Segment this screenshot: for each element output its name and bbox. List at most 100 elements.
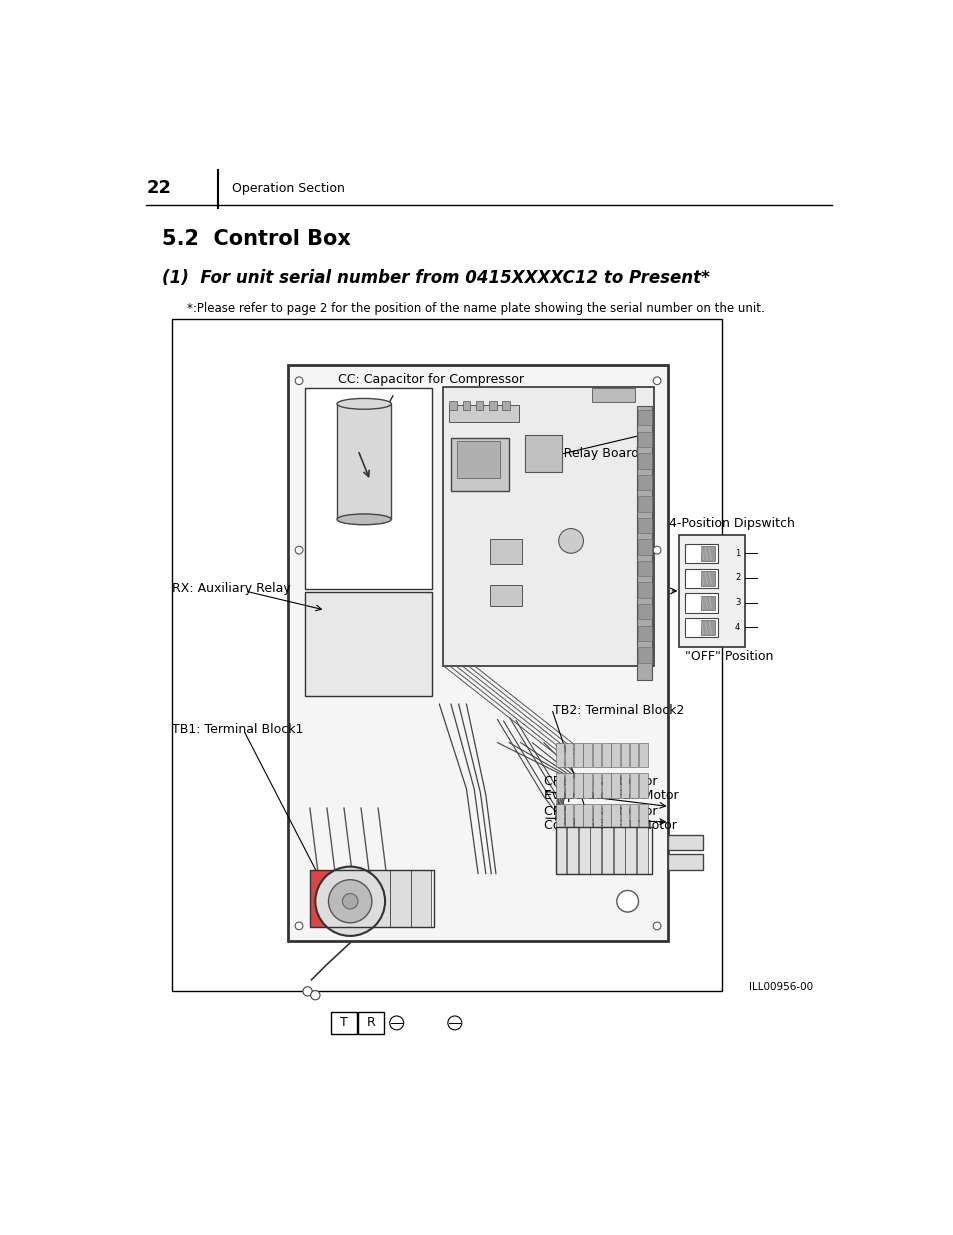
Bar <box>489 585 521 606</box>
Text: RB: Relay Board: RB: Relay Board <box>537 447 639 461</box>
Circle shape <box>558 529 583 553</box>
Text: TB1: Terminal Block1: TB1: Terminal Block1 <box>172 722 303 736</box>
Bar <box>638 496 652 511</box>
Text: "OFF" Position: "OFF" Position <box>684 650 773 663</box>
Bar <box>555 827 652 873</box>
Bar <box>555 804 563 829</box>
Circle shape <box>328 879 372 923</box>
Bar <box>305 593 431 697</box>
Text: Operation Section: Operation Section <box>232 182 344 195</box>
Bar <box>462 401 470 410</box>
Bar <box>638 410 652 425</box>
Bar <box>638 517 652 534</box>
Bar <box>629 742 638 767</box>
Circle shape <box>311 990 319 1000</box>
Bar <box>601 827 612 873</box>
Bar <box>310 869 330 927</box>
Bar <box>578 827 589 873</box>
Bar <box>451 438 509 490</box>
Bar <box>456 441 499 478</box>
Bar <box>583 804 592 829</box>
Bar <box>629 804 638 829</box>
Circle shape <box>294 546 303 555</box>
Bar <box>524 435 561 472</box>
Text: RX: Auxiliary Relay: RX: Auxiliary Relay <box>172 582 291 595</box>
Bar <box>700 595 715 610</box>
Bar <box>574 742 582 767</box>
Bar <box>638 561 652 577</box>
Bar <box>611 804 619 829</box>
Bar <box>667 855 702 869</box>
Bar <box>592 389 634 403</box>
Bar <box>555 827 566 873</box>
Bar <box>564 742 573 767</box>
Text: R: R <box>366 1016 375 1030</box>
Bar <box>390 869 410 927</box>
Bar <box>567 827 578 873</box>
Bar <box>639 742 647 767</box>
Bar <box>443 387 654 666</box>
Bar <box>350 869 370 927</box>
Bar <box>611 773 619 798</box>
Bar <box>331 1013 356 1034</box>
Bar <box>574 773 582 798</box>
Bar <box>410 869 431 927</box>
Bar <box>639 804 647 829</box>
Text: 3: 3 <box>734 598 740 606</box>
Bar <box>601 742 610 767</box>
Bar <box>592 804 600 829</box>
Bar <box>620 804 629 829</box>
Text: 4-Position Dipswitch: 4-Position Dipswitch <box>669 517 795 531</box>
Bar <box>637 406 652 679</box>
Bar <box>638 583 652 598</box>
Circle shape <box>447 1016 461 1030</box>
Bar <box>601 804 610 829</box>
Bar <box>501 401 509 410</box>
Bar <box>288 366 667 941</box>
Circle shape <box>294 923 303 930</box>
Bar <box>700 620 715 635</box>
Bar <box>555 742 563 767</box>
Text: CF1: Capacitor for: CF1: Capacitor for <box>543 774 657 788</box>
Bar <box>684 593 717 613</box>
Bar <box>620 773 629 798</box>
Bar <box>684 618 717 637</box>
Bar <box>638 540 652 555</box>
Bar <box>679 535 744 647</box>
Bar <box>489 540 521 564</box>
Bar <box>638 626 652 641</box>
Bar <box>555 773 563 798</box>
Bar <box>638 453 652 468</box>
Bar <box>638 431 652 447</box>
Ellipse shape <box>336 514 391 525</box>
Bar <box>638 604 652 620</box>
Text: CF2: Capacitor for: CF2: Capacitor for <box>543 805 657 819</box>
Text: TB2: Terminal Block2: TB2: Terminal Block2 <box>553 704 684 716</box>
Bar <box>336 404 391 520</box>
Ellipse shape <box>336 399 391 409</box>
Bar <box>667 835 702 851</box>
Bar <box>601 773 610 798</box>
Text: T: T <box>340 1016 348 1030</box>
Bar <box>592 773 600 798</box>
Text: 5.2  Control Box: 5.2 Control Box <box>162 228 351 249</box>
Circle shape <box>342 894 357 909</box>
Circle shape <box>617 890 638 911</box>
Bar <box>488 401 497 410</box>
Circle shape <box>294 377 303 384</box>
Circle shape <box>653 377 660 384</box>
Bar <box>305 389 431 589</box>
Bar <box>590 827 600 873</box>
Circle shape <box>303 987 312 995</box>
Bar <box>684 543 717 563</box>
Bar <box>310 869 434 927</box>
Text: 4: 4 <box>735 622 740 631</box>
Bar <box>476 401 483 410</box>
Bar <box>449 401 456 410</box>
Text: Condenser Fan Motor: Condenser Fan Motor <box>543 819 676 832</box>
Text: 22: 22 <box>146 179 172 198</box>
Bar <box>624 827 636 873</box>
Text: 1: 1 <box>735 548 740 558</box>
Bar <box>700 571 715 585</box>
Bar <box>629 773 638 798</box>
